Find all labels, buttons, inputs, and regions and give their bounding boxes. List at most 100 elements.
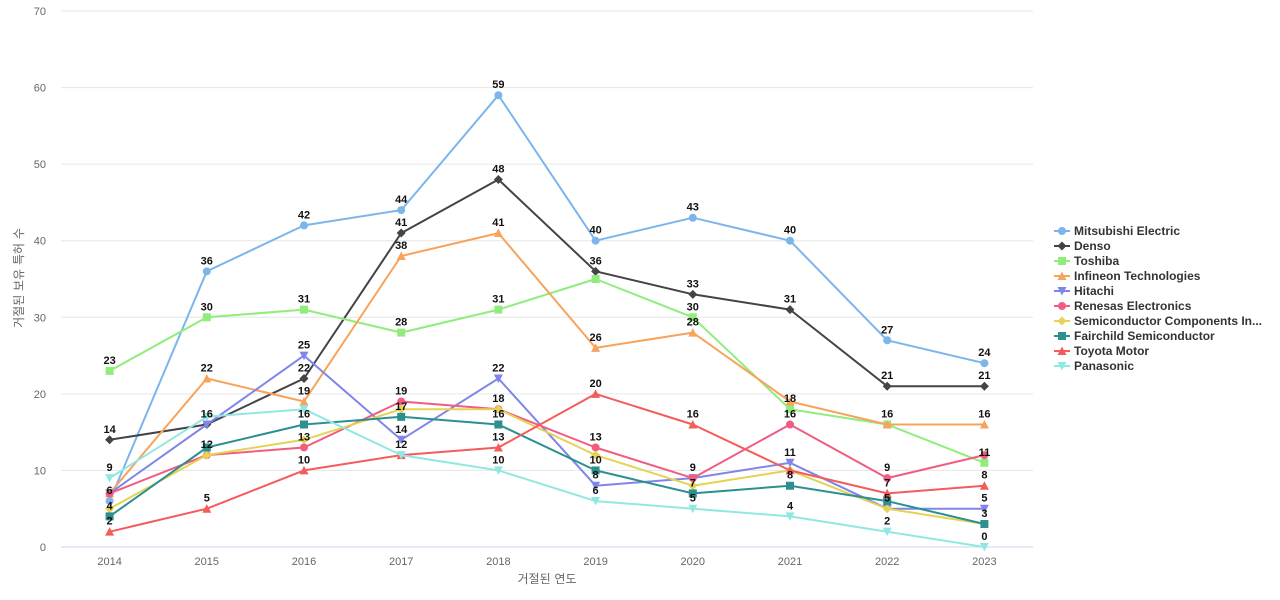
series-line (109, 400, 985, 495)
data-point (494, 91, 503, 100)
data-point (493, 466, 503, 475)
series-semiconductor-components-in (105, 404, 989, 529)
legend-marker (1057, 287, 1067, 296)
data-point (105, 504, 115, 514)
data-label: 0 (981, 531, 987, 543)
data-label: 33 (687, 278, 699, 290)
data-label: 4 (787, 500, 794, 512)
data-label: 8 (981, 470, 987, 482)
x-tick-label: 2020 (681, 556, 705, 568)
data-point (882, 381, 892, 391)
legend-item[interactable]: Toshiba (1054, 254, 1119, 268)
data-label: 2 (884, 516, 890, 528)
y-tick-label: 10 (34, 465, 46, 477)
gridlines (61, 10, 1033, 548)
data-label: 5 (690, 493, 696, 505)
data-point (785, 465, 795, 475)
x-tick-label: 2021 (778, 556, 802, 568)
series-line (109, 392, 985, 533)
data-point (591, 481, 601, 491)
data-label: 28 (687, 317, 699, 329)
y-tick-label: 30 (34, 312, 46, 324)
legend-item[interactable]: Fairchild Semiconductor (1054, 329, 1215, 343)
legend-label: Mitsubishi Electric (1074, 224, 1180, 238)
data-label: 19 (298, 386, 310, 398)
data-point (493, 404, 503, 414)
data-label: 11 (784, 447, 796, 459)
data-point (882, 488, 892, 498)
data-point (688, 481, 698, 491)
data-point (979, 481, 989, 490)
data-label: 5 (204, 493, 210, 505)
data-point (979, 419, 989, 429)
y-tick-label: 40 (34, 236, 46, 248)
legend-item[interactable]: Toyota Motor (1054, 344, 1149, 358)
legend-label: Renesas Electronics (1074, 299, 1192, 313)
legend-item[interactable]: Mitsubishi Electric (1054, 224, 1180, 238)
data-point (591, 275, 600, 283)
data-label: 16 (687, 408, 699, 420)
data-label: 13 (298, 431, 310, 443)
x-tick-label: 2017 (389, 556, 413, 568)
data-point (397, 412, 406, 421)
legend-item[interactable]: Hitachi (1054, 284, 1114, 298)
data-point (688, 504, 698, 514)
series-toshiba (105, 275, 989, 467)
data-point (105, 435, 115, 445)
y-axis: 0 10 20 30 40 50 60 70 (34, 6, 46, 554)
data-label: 16 (492, 408, 504, 420)
series-line (109, 415, 985, 525)
data-label: 22 (201, 363, 213, 375)
series-line (108, 232, 985, 495)
legend-marker (1058, 332, 1066, 340)
data-label: 16 (201, 408, 213, 420)
legend-label: Hitachi (1074, 284, 1114, 298)
legend-item[interactable]: Infineon Technologies (1054, 269, 1201, 283)
data-point (591, 450, 601, 460)
data-label: 13 (589, 431, 601, 443)
x-tick-label: 2023 (972, 556, 996, 568)
data-label: 11 (979, 447, 991, 459)
data-label: 12 (395, 439, 407, 451)
data-label: 22 (492, 363, 504, 375)
data-point (591, 466, 600, 475)
legend-item[interactable]: Renesas Electronics (1054, 299, 1192, 313)
data-label: 9 (884, 462, 890, 474)
series-denso (105, 174, 989, 445)
data-label: 26 (589, 332, 601, 344)
data-labels: 2314964236302216125423125221916131044413… (103, 79, 991, 543)
data-point (785, 305, 795, 315)
data-point (979, 543, 989, 552)
legend-label: Toyota Motor (1074, 344, 1149, 358)
data-point (688, 313, 697, 322)
data-label: 22 (298, 363, 310, 375)
data-label: 18 (784, 393, 796, 405)
data-point (300, 420, 308, 429)
data-point (493, 228, 503, 238)
data-point (202, 374, 212, 383)
data-point (979, 504, 989, 514)
data-point (300, 443, 308, 452)
legend-item[interactable]: Panasonic (1054, 359, 1134, 373)
data-point (105, 512, 114, 521)
legend-item[interactable]: Semiconductor Components In... (1054, 314, 1262, 328)
data-point (882, 419, 892, 429)
data-point (105, 497, 114, 506)
data-label: 8 (593, 470, 599, 482)
y-tick-label: 20 (34, 389, 46, 401)
data-point (688, 289, 698, 299)
legend-label: Infineon Technologies (1074, 269, 1201, 283)
data-point (688, 474, 697, 483)
legend-item[interactable]: Denso (1054, 239, 1111, 253)
data-point (591, 236, 600, 245)
data-point (299, 435, 309, 445)
x-axis-title: 거절된 연도 (517, 572, 576, 586)
legend-marker (1057, 346, 1067, 355)
data-label: 9 (107, 462, 113, 474)
data-point (688, 489, 697, 498)
data-label: 9 (690, 462, 696, 474)
x-tick-label: 2015 (195, 556, 219, 568)
data-label: 19 (395, 386, 407, 398)
data-label: 5 (981, 493, 987, 505)
